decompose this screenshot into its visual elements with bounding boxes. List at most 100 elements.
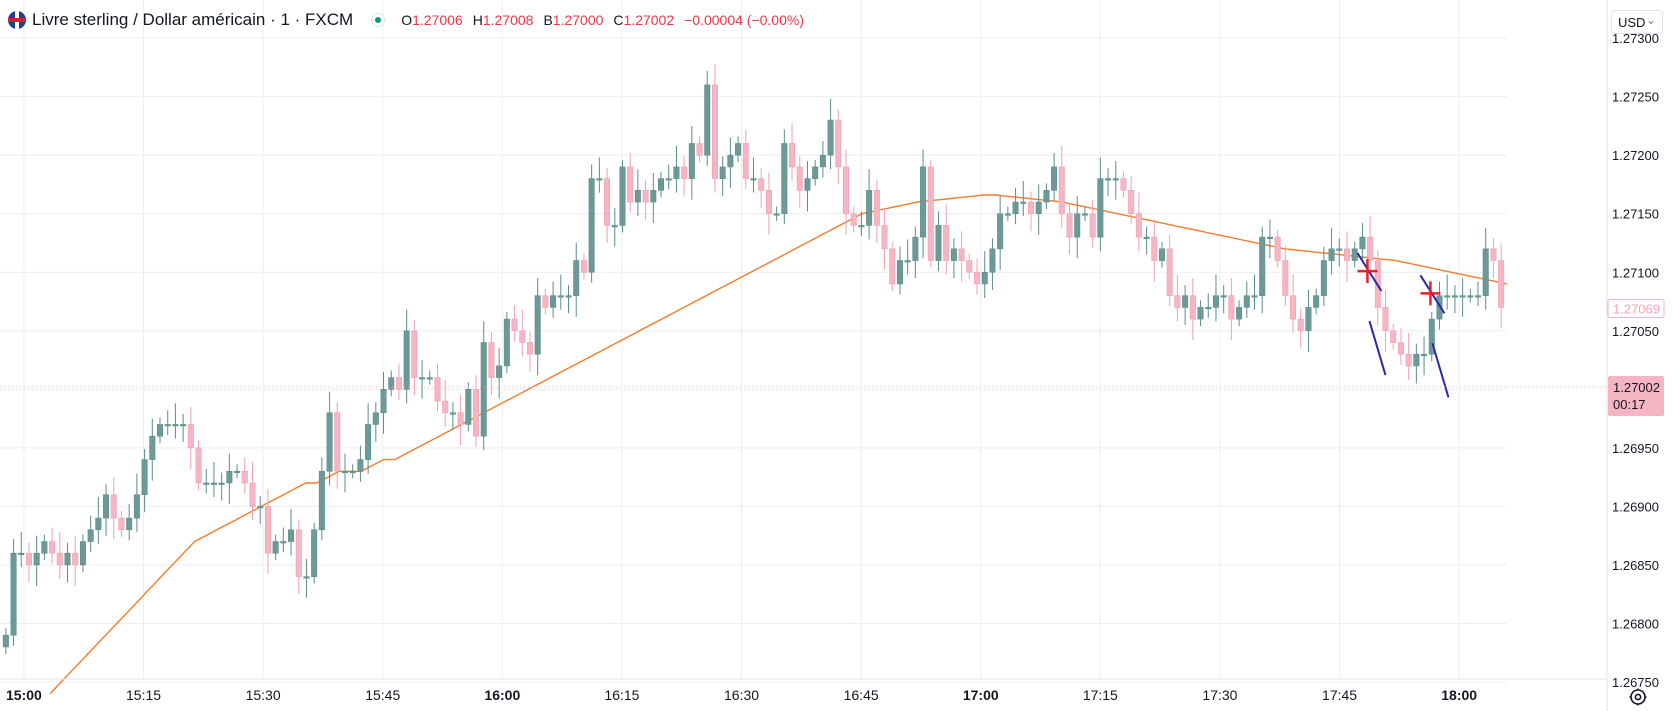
- candle-body: [303, 576, 310, 579]
- candle-body: [588, 178, 595, 273]
- candle-body: [141, 459, 148, 495]
- price-axis[interactable]: 1.27300 1.27250 1.27200 1.27150 1.27100 1.270…: [1606, 0, 1659, 711]
- candle-body: [288, 529, 295, 542]
- candle-body: [688, 143, 695, 179]
- candle-body: [103, 494, 110, 519]
- ohlc-change: −0.00004 (−0.00%): [684, 12, 804, 28]
- candle-body: [1097, 178, 1104, 238]
- candle-body: [1498, 260, 1505, 308]
- candle-body: [1320, 260, 1327, 296]
- candlestick-series: [2, 63, 1505, 654]
- candle-body: [395, 377, 402, 390]
- settings-icon[interactable]: [1628, 687, 1648, 707]
- candle-body: [565, 295, 572, 298]
- ohlc-close-key: C: [613, 12, 624, 28]
- gbp-flag-icon: [8, 11, 26, 29]
- candle-body: [1182, 295, 1189, 308]
- candle-body: [180, 424, 187, 427]
- candle-body: [1367, 236, 1374, 261]
- candle-body: [958, 248, 965, 261]
- candle-body: [311, 529, 318, 577]
- price-tick-label: 1.26850: [1612, 558, 1659, 573]
- candle-body: [927, 166, 934, 261]
- candle-body: [1112, 178, 1119, 181]
- time-tick-label: 15:15: [126, 687, 161, 703]
- marker-trend-line: [1368, 320, 1387, 376]
- candle-body: [542, 295, 549, 308]
- candle-body: [519, 330, 526, 343]
- market-status-icon[interactable]: [371, 13, 386, 27]
- candle-body: [1351, 248, 1358, 261]
- candle-body: [1413, 353, 1420, 367]
- ohlc-open-value: 1.27006: [412, 12, 463, 28]
- candle-body: [989, 248, 996, 273]
- candle-body: [812, 166, 819, 179]
- candle-body: [41, 541, 48, 554]
- candle-body: [1259, 236, 1266, 296]
- candle-body: [789, 143, 796, 168]
- price-tick-label: 1.26900: [1612, 499, 1659, 514]
- candle-body: [997, 213, 1004, 250]
- candle-body: [634, 190, 641, 203]
- last-price-label: 1.27069: [1613, 302, 1660, 317]
- candle-body: [388, 377, 395, 390]
- candle-body: [449, 412, 456, 415]
- candle-body: [711, 84, 718, 179]
- candle-body: [1051, 166, 1058, 191]
- candle-body: [1120, 178, 1127, 191]
- candle-body: [87, 529, 94, 542]
- candle-body: [1482, 248, 1489, 296]
- candle-body: [465, 389, 472, 425]
- candle-body: [110, 494, 117, 519]
- candle-body: [1297, 318, 1304, 332]
- candle-body: [118, 517, 125, 531]
- candle-body: [126, 517, 133, 531]
- candle-body: [326, 412, 333, 472]
- candle-body: [619, 166, 626, 226]
- candle-body: [658, 178, 665, 191]
- candle-body: [534, 295, 541, 355]
- candle-body: [1290, 295, 1297, 320]
- candle-body: [858, 225, 865, 228]
- candle-body: [1475, 295, 1482, 298]
- candle-body: [557, 295, 564, 298]
- candle-body: [496, 365, 503, 378]
- candle-body: [226, 470, 233, 484]
- candle-body: [33, 552, 40, 566]
- candle-body: [1166, 248, 1173, 296]
- candle-body: [1058, 166, 1065, 215]
- candle-body: [210, 482, 217, 485]
- candle-body: [1405, 353, 1412, 367]
- candle-body: [280, 541, 287, 544]
- candle-body: [372, 412, 379, 425]
- time-tick-label: 16:00: [484, 687, 520, 703]
- candle-body: [835, 119, 842, 168]
- candle-body: [526, 342, 533, 355]
- currency-label: USD: [1618, 14, 1646, 30]
- price-tick-label: 1.26750: [1612, 675, 1659, 690]
- candle-body: [681, 166, 688, 179]
- candle-body: [203, 482, 210, 485]
- candle-body: [1266, 236, 1273, 239]
- candle-body: [596, 178, 603, 181]
- candle-body: [95, 517, 102, 531]
- ohlc-low-key: B: [543, 12, 553, 28]
- candle-body: [866, 190, 873, 226]
- candle-body: [1027, 201, 1034, 215]
- candle-body: [1428, 318, 1435, 355]
- currency-selector[interactable]: USD ⌄: [1611, 10, 1663, 34]
- candle-body: [64, 552, 71, 566]
- symbol-title[interactable]: Livre sterling / Dollar américain · 1 · …: [32, 10, 354, 29]
- candle-body: [1035, 201, 1042, 215]
- candle-body: [1436, 295, 1443, 320]
- candle-body: [1251, 295, 1258, 298]
- candle-body: [827, 119, 834, 156]
- candle-body: [896, 260, 903, 285]
- candle-body: [187, 424, 194, 449]
- candle-body: [1421, 353, 1428, 357]
- candle-body: [1135, 213, 1142, 238]
- time-axis[interactable]: 15:00 15:15 15:30 15:45 16:00 16:15 16:30 16:45…: [0, 678, 1607, 703]
- time-tick-label: 17:30: [1202, 687, 1237, 703]
- candle-body: [403, 330, 410, 390]
